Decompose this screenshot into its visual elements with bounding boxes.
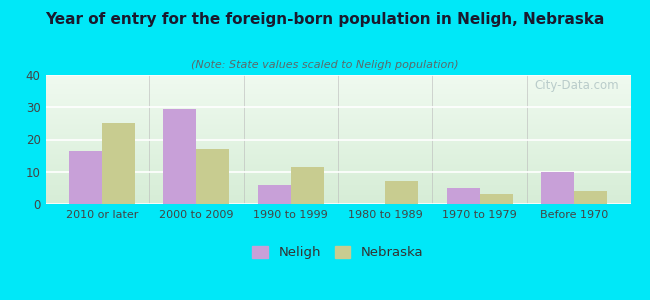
- Bar: [258, 184, 291, 204]
- Text: (Note: State values scaled to Neligh population): (Note: State values scaled to Neligh pop…: [191, 60, 459, 70]
- Bar: [69, 151, 102, 204]
- Bar: [541, 172, 574, 204]
- Bar: [196, 149, 229, 204]
- Bar: [447, 188, 480, 204]
- Text: City-Data.com: City-Data.com: [534, 79, 619, 92]
- Legend: Neligh, Nebraska: Neligh, Nebraska: [247, 241, 429, 265]
- Bar: [163, 109, 196, 204]
- Bar: [102, 123, 135, 204]
- Bar: [291, 167, 324, 204]
- Bar: [480, 194, 513, 204]
- Bar: [574, 191, 607, 204]
- Text: Year of entry for the foreign-born population in Neligh, Nebraska: Year of entry for the foreign-born popul…: [46, 12, 605, 27]
- Bar: [385, 182, 418, 204]
